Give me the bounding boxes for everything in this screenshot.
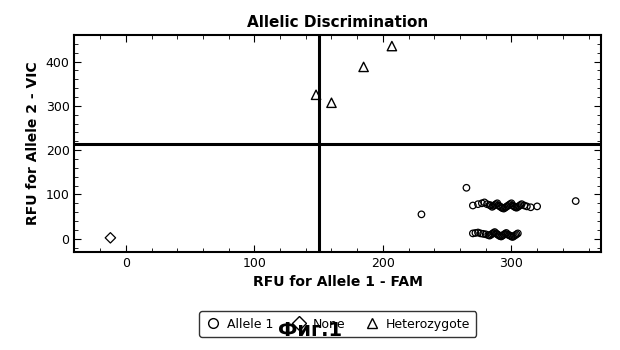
Point <box>497 205 507 211</box>
Point <box>504 202 514 208</box>
Point <box>492 231 502 237</box>
Point <box>487 204 497 210</box>
Y-axis label: RFU for Allele 2 - VIC: RFU for Allele 2 - VIC <box>26 62 40 225</box>
Point <box>489 203 498 209</box>
Point <box>490 229 500 235</box>
Point <box>417 211 427 217</box>
Point <box>503 203 513 209</box>
Point <box>508 234 518 240</box>
Point <box>484 232 494 238</box>
Point <box>486 232 496 238</box>
Point <box>485 202 495 208</box>
Point <box>491 201 501 207</box>
Point <box>489 230 498 236</box>
Point <box>509 204 519 209</box>
Point <box>476 231 485 236</box>
Point <box>502 204 512 210</box>
Point <box>477 201 487 206</box>
Point <box>515 202 525 208</box>
Point <box>500 231 510 237</box>
Point <box>485 233 495 238</box>
Point <box>526 204 536 210</box>
Point <box>468 231 478 236</box>
Point <box>494 232 503 238</box>
Point <box>505 201 515 207</box>
Point <box>471 230 480 236</box>
Point <box>479 199 489 205</box>
Point <box>496 234 506 239</box>
Point <box>516 201 526 207</box>
Point <box>532 204 542 209</box>
Point <box>487 231 497 237</box>
Point <box>387 43 397 49</box>
Point <box>512 231 521 237</box>
Point <box>520 203 529 208</box>
Point <box>503 231 513 237</box>
Point <box>497 233 507 238</box>
Point <box>486 203 496 208</box>
Point <box>507 201 516 206</box>
Point <box>498 232 508 238</box>
Point <box>504 232 514 238</box>
Point <box>327 100 337 106</box>
Point <box>507 234 516 239</box>
Point <box>500 205 510 210</box>
Point <box>513 204 523 210</box>
Text: Фиг.1: Фиг.1 <box>278 321 342 340</box>
Point <box>358 64 368 70</box>
Point <box>510 232 520 238</box>
Legend: Allele 1, None, Heterozygote: Allele 1, None, Heterozygote <box>200 312 476 337</box>
Point <box>478 231 488 237</box>
Point <box>492 201 502 206</box>
X-axis label: RFU for Allele 1 - FAM: RFU for Allele 1 - FAM <box>253 275 423 289</box>
Point <box>311 92 321 98</box>
Point <box>509 233 519 239</box>
Point <box>473 230 483 235</box>
Point <box>508 203 518 208</box>
Point <box>502 230 512 236</box>
Point <box>496 204 506 210</box>
Point <box>473 201 483 207</box>
Point <box>514 203 524 209</box>
Point <box>461 185 471 191</box>
Point <box>490 202 500 208</box>
Point <box>498 206 508 211</box>
Point <box>512 205 521 210</box>
Title: Allelic Discrimination: Allelic Discrimination <box>247 15 428 30</box>
Point <box>491 231 501 236</box>
Point <box>480 231 490 237</box>
Point <box>495 204 505 209</box>
Point <box>510 204 520 210</box>
Point <box>513 231 523 236</box>
Point <box>482 201 492 207</box>
Point <box>505 233 515 238</box>
Point <box>494 203 503 208</box>
Point <box>468 203 478 208</box>
Point <box>522 204 532 209</box>
Point <box>105 235 115 241</box>
Point <box>495 233 505 239</box>
Point <box>571 198 581 204</box>
